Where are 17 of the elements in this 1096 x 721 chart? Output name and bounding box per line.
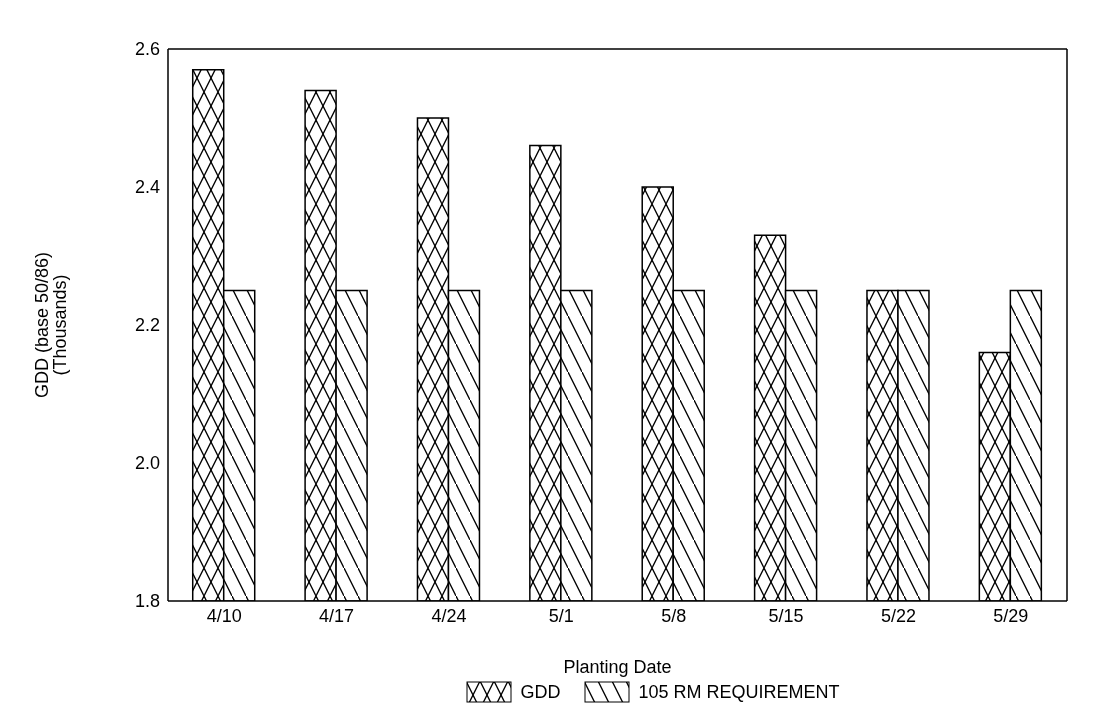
y-axis-title: GDD (base 50/86) (Thousands) [32,251,70,399]
x-tick-label: 5/29 [993,605,1029,626]
y-tick-label: 2.4 [134,177,160,198]
y-tick-label: 1.8 [134,591,160,612]
y-tick-label: 2.6 [134,39,160,60]
x-axis-title: Planting Date [563,657,672,677]
x-tick-label: 4/24 [431,605,467,626]
x-tick-label: 5/1 [548,605,574,626]
legend-label: GDD [520,681,561,703]
y-tick-label: 2.0 [134,453,160,474]
x-tick-label: 5/8 [661,605,687,626]
y-tick-label: 2.2 [134,315,160,336]
legend-label: 105 RM REQUIREMENT [638,681,840,703]
x-tick-label: 4/17 [319,605,355,626]
x-tick-label: 4/10 [206,605,242,626]
x-tick-label: 5/15 [768,605,804,626]
x-tick-label: 5/22 [880,605,916,626]
